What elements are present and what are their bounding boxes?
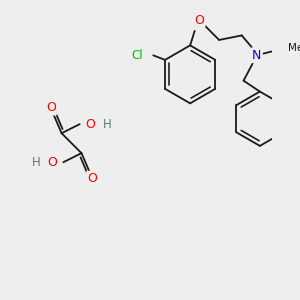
Text: H: H [32, 156, 40, 169]
Text: O: O [87, 172, 97, 185]
Text: O: O [194, 14, 204, 26]
Text: O: O [48, 156, 58, 169]
Text: H: H [103, 118, 111, 131]
Text: Cl: Cl [131, 49, 143, 62]
Text: Me: Me [288, 43, 300, 53]
Text: N: N [252, 49, 261, 62]
Text: O: O [85, 118, 95, 131]
Text: O: O [46, 101, 56, 114]
